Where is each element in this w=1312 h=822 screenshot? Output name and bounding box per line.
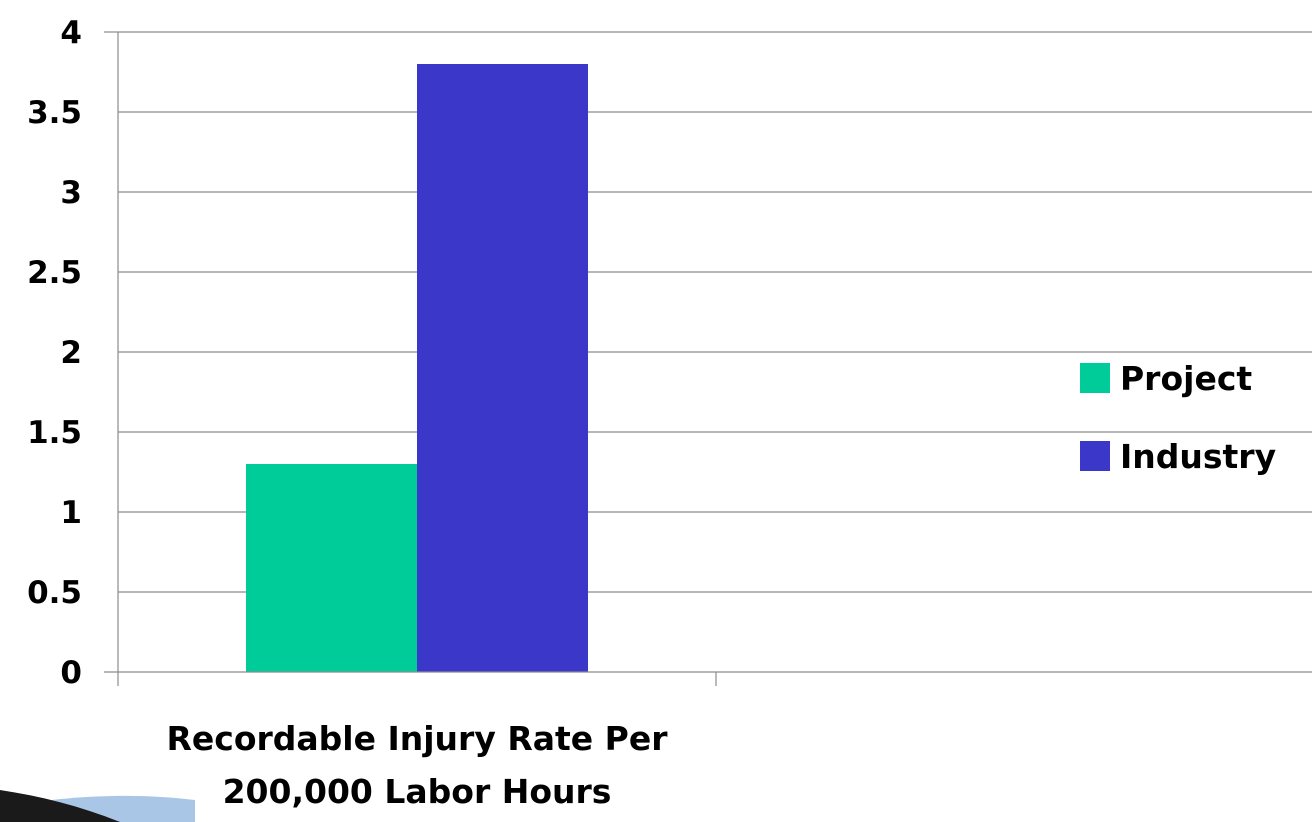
legend-swatch-project xyxy=(1080,363,1110,393)
y-axis-tick-labels: 0 0.5 1 1.5 2 2.5 3 3.5 4 xyxy=(27,15,82,691)
swoosh-dark-shape xyxy=(0,790,120,822)
x-axis-category-labels: Recordable Injury Rate Per 200,000 Labor … xyxy=(166,719,668,811)
y-tick-label: 3 xyxy=(60,175,82,211)
legend-label-industry: Industry xyxy=(1120,437,1276,476)
x-category-label-line-2: 200,000 Labor Hours xyxy=(223,772,612,811)
legend-label-project: Project xyxy=(1120,359,1252,398)
y-tick-label: 1 xyxy=(60,495,82,531)
y-tick-label: 2.5 xyxy=(27,255,82,291)
y-tick-label: 2 xyxy=(60,335,82,371)
y-tick-label: 0.5 xyxy=(27,575,82,611)
legend-swatch-industry xyxy=(1080,441,1110,471)
y-tick-label: 1.5 xyxy=(27,415,82,451)
y-tick-label: 3.5 xyxy=(27,95,82,131)
bar-industry xyxy=(417,64,588,672)
bars xyxy=(246,64,588,672)
y-tick-label: 0 xyxy=(60,655,82,691)
legend: Project Industry xyxy=(1080,359,1276,476)
bar-project xyxy=(246,464,417,672)
axes xyxy=(104,31,1312,686)
x-category-label-line-1: Recordable Injury Rate Per xyxy=(166,719,668,758)
y-tick-label: 4 xyxy=(60,15,82,51)
corner-swoosh-decoration xyxy=(0,790,195,822)
